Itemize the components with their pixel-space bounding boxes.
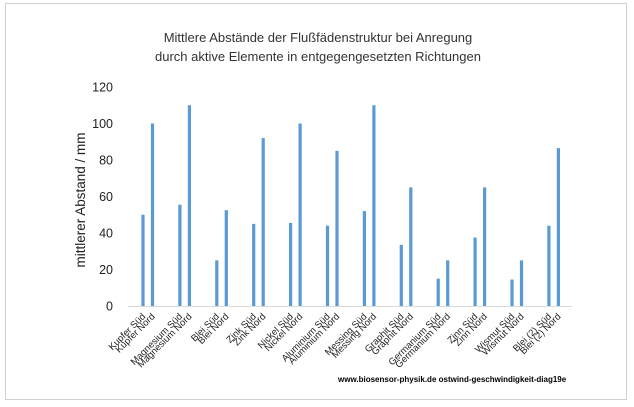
y-tick-label: 20 xyxy=(99,263,113,277)
y-tick-label: 0 xyxy=(106,300,113,314)
bar xyxy=(473,237,477,306)
y-tick-label: 100 xyxy=(92,117,113,131)
chart-title-line: durch aktive Elemente in entgegengesetzt… xyxy=(155,49,481,64)
bar xyxy=(141,214,145,306)
y-axis-label: mittlerer Abstand / mm xyxy=(73,132,88,267)
bar xyxy=(556,148,560,306)
bar xyxy=(372,105,376,306)
bar xyxy=(261,138,265,306)
bar xyxy=(510,279,514,306)
bar xyxy=(399,244,403,306)
y-tick-label: 60 xyxy=(99,190,113,204)
chart-frame: Mittlere Abstände der Flußfädenstruktur … xyxy=(5,3,627,400)
bar xyxy=(252,223,256,306)
chart-title-line: Mittlere Abstände der Flußfädenstruktur … xyxy=(164,30,473,45)
bar xyxy=(215,260,219,306)
bar-chart: Mittlere Abstände der Flußfädenstruktur … xyxy=(73,30,572,384)
y-tick-label: 40 xyxy=(99,227,113,241)
source-credit: www.biosensor-physik.de ostwind-geschwin… xyxy=(337,375,567,384)
bar xyxy=(187,105,191,306)
bar xyxy=(547,225,551,306)
bar xyxy=(483,187,487,306)
bar xyxy=(224,210,228,306)
bar xyxy=(436,278,440,306)
bar xyxy=(362,211,366,306)
y-tick-label: 80 xyxy=(99,154,113,168)
bar xyxy=(335,150,339,306)
y-tick-label: 120 xyxy=(92,81,113,95)
bar xyxy=(519,260,524,306)
y-axis-ticks: 0 20 40 60 80 100 120 xyxy=(92,81,113,314)
bar xyxy=(289,222,293,306)
bar xyxy=(150,123,155,306)
bar xyxy=(409,187,413,306)
bar xyxy=(178,204,182,306)
chart-title: Mittlere Abstände der Flußfädenstruktur … xyxy=(155,30,481,64)
bar-series xyxy=(141,105,560,306)
bar xyxy=(325,225,330,306)
bar xyxy=(446,260,450,306)
bar xyxy=(298,123,302,306)
